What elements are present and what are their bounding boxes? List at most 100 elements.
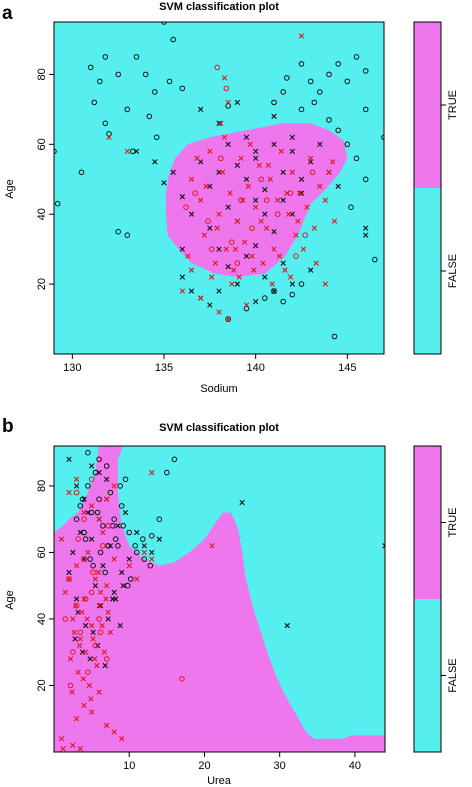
data-point-cross: [96, 516, 102, 522]
data-point-cross: [362, 225, 369, 231]
data-point-circle: [134, 549, 140, 556]
data-point-cross: [79, 609, 85, 615]
data-point-cross: [92, 576, 99, 582]
data-point-cross: [179, 288, 186, 294]
data-point-cross: [94, 662, 100, 669]
data-point-cross: [111, 729, 117, 735]
data-point-circle: [92, 469, 99, 476]
data-point-cross: [99, 622, 105, 629]
data-point-cross: [289, 134, 296, 141]
data-point-cross: [152, 159, 158, 165]
data-point-circle: [85, 449, 91, 456]
data-point-cross: [73, 596, 80, 602]
data-point-cross: [188, 176, 195, 182]
panel-letter: b: [2, 416, 14, 437]
data-point-cross: [88, 696, 94, 702]
data-point-circle: [208, 246, 215, 252]
data-point-cross: [245, 183, 252, 189]
data-point-circle: [85, 483, 91, 489]
data-point-cross: [81, 496, 87, 502]
data-point-cross: [149, 556, 155, 562]
data-point-circle: [124, 232, 131, 238]
data-point-circle: [106, 131, 112, 137]
data-point-circle: [122, 476, 129, 483]
x-tick-label: 140: [246, 362, 264, 374]
data-point-circle: [298, 281, 305, 287]
data-point-circle: [153, 134, 160, 141]
data-point-cross: [322, 281, 329, 287]
data-point-circle: [82, 536, 89, 542]
data-point-cross: [82, 622, 89, 629]
x-tick-label: 20: [198, 760, 210, 772]
data-point-cross: [307, 267, 314, 273]
data-point-cross: [243, 253, 250, 259]
data-point-cross: [81, 509, 87, 516]
data-point-cross: [317, 141, 323, 148]
data-point-circle: [133, 54, 140, 60]
data-point-circle: [192, 190, 198, 196]
data-point-cross: [141, 549, 147, 556]
data-point-circle: [170, 36, 176, 43]
data-point-cross: [115, 523, 121, 529]
data-point-circle: [166, 78, 173, 85]
plot-frame: [53, 21, 385, 355]
data-point-cross: [243, 302, 250, 308]
data-point-cross: [102, 662, 108, 669]
data-point-cross: [197, 197, 204, 203]
data-point-cross: [256, 162, 263, 168]
data-point-cross: [207, 225, 213, 231]
data-point-cross: [362, 232, 369, 238]
data-point-circle: [149, 533, 155, 539]
data-point-cross: [156, 536, 163, 542]
data-point-cross: [252, 298, 259, 305]
data-point-cross: [263, 225, 270, 231]
data-point-cross: [221, 134, 228, 141]
data-point-cross: [86, 682, 93, 689]
data-point-cross: [76, 642, 83, 649]
data-point-cross: [96, 469, 102, 476]
data-point-cross: [66, 456, 72, 462]
data-point-circle: [115, 228, 121, 235]
data-point-cross: [188, 211, 195, 217]
y-tick-label: 20: [36, 278, 48, 290]
data-point-circle: [94, 509, 101, 516]
data-point-cross: [216, 288, 222, 294]
data-point-cross: [293, 232, 299, 238]
panel-letter: a: [2, 3, 13, 24]
data-point-cross: [103, 496, 110, 502]
data-point-cross: [91, 656, 98, 662]
data-point-circle: [344, 141, 351, 148]
data-point-circle: [331, 333, 338, 340]
data-point-circle: [307, 78, 314, 85]
data-point-circle: [107, 489, 114, 496]
data-point-circle: [309, 169, 316, 176]
data-point-circle: [77, 629, 84, 636]
data-point-circle: [262, 295, 268, 301]
data-point-cross: [80, 676, 87, 682]
legend-frame: [413, 21, 442, 355]
data-point-cross: [201, 232, 208, 238]
data-point-circle: [97, 629, 104, 636]
data-point-circle: [77, 503, 84, 509]
data-point-circle: [183, 204, 189, 210]
data-point-cross: [216, 246, 222, 252]
data-point-cross: [85, 549, 91, 556]
data-point-circle: [75, 536, 81, 542]
class-legend: FALSE TRUE: [413, 21, 459, 355]
data-point-circle: [81, 516, 87, 523]
data-point-circle: [171, 456, 178, 463]
data-point-cross: [285, 211, 292, 217]
data-point-circle: [311, 99, 318, 106]
data-point-cross: [109, 596, 116, 602]
data-point-cross: [289, 281, 296, 287]
data-point-cross: [71, 629, 78, 635]
data-point-cross: [207, 148, 213, 154]
data-point-circle: [92, 642, 99, 649]
data-point-circle: [263, 197, 270, 203]
data-point-cross: [119, 569, 125, 576]
data-point-cross: [225, 99, 231, 106]
data-point-cross: [287, 274, 294, 280]
data-point-cross: [243, 134, 250, 141]
data-point-circle: [85, 669, 91, 676]
x-axis-label: Sodium: [200, 383, 237, 395]
